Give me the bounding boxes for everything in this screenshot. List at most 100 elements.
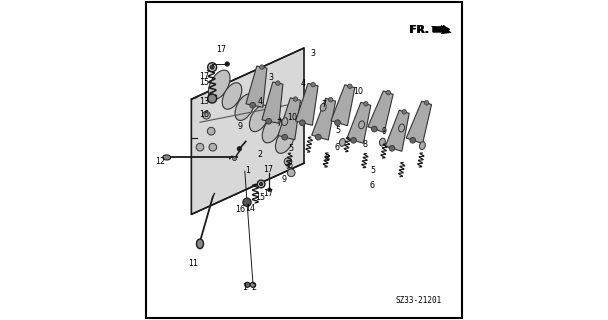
Text: 10: 10 <box>353 87 364 96</box>
Circle shape <box>209 143 216 151</box>
Text: 15: 15 <box>199 78 209 87</box>
Text: 13: 13 <box>199 97 209 106</box>
Circle shape <box>371 126 377 132</box>
Text: 2: 2 <box>258 150 263 159</box>
Circle shape <box>402 109 407 114</box>
Circle shape <box>207 127 215 135</box>
Circle shape <box>250 102 255 108</box>
Circle shape <box>260 65 264 69</box>
Text: 12: 12 <box>155 157 165 166</box>
Circle shape <box>208 94 216 103</box>
Circle shape <box>284 158 292 165</box>
Text: 10: 10 <box>287 113 297 122</box>
Ellipse shape <box>163 155 171 160</box>
Text: 16: 16 <box>199 110 209 119</box>
Circle shape <box>328 97 333 102</box>
Polygon shape <box>192 48 304 214</box>
Ellipse shape <box>320 103 326 111</box>
Circle shape <box>243 198 251 206</box>
Text: 3: 3 <box>310 49 315 58</box>
Circle shape <box>245 282 250 287</box>
Ellipse shape <box>359 121 365 129</box>
Ellipse shape <box>420 142 426 149</box>
Ellipse shape <box>379 138 385 146</box>
Text: 8: 8 <box>362 140 367 149</box>
Circle shape <box>386 90 390 95</box>
Polygon shape <box>262 82 283 124</box>
Ellipse shape <box>399 124 404 132</box>
Circle shape <box>237 147 241 151</box>
Text: 5: 5 <box>336 126 341 135</box>
Text: SZ33-21201: SZ33-21201 <box>395 296 441 305</box>
Text: 5: 5 <box>288 144 293 153</box>
Text: 16: 16 <box>236 205 246 214</box>
Polygon shape <box>278 98 300 140</box>
Text: 4: 4 <box>300 79 306 88</box>
Text: 17: 17 <box>216 45 226 54</box>
Text: 17: 17 <box>263 165 273 174</box>
Circle shape <box>250 282 255 287</box>
Text: 6: 6 <box>370 181 375 190</box>
Text: 11: 11 <box>188 259 198 268</box>
Text: 9: 9 <box>282 175 286 184</box>
Text: 4: 4 <box>257 97 262 106</box>
Text: 15: 15 <box>255 193 266 202</box>
Circle shape <box>410 137 416 143</box>
Ellipse shape <box>275 128 294 153</box>
Ellipse shape <box>282 118 288 125</box>
Text: FR.: FR. <box>409 25 428 36</box>
Circle shape <box>316 134 321 140</box>
Text: 5: 5 <box>370 166 375 175</box>
Text: 17: 17 <box>263 189 273 198</box>
Circle shape <box>334 120 340 125</box>
Polygon shape <box>368 91 393 132</box>
Ellipse shape <box>249 105 269 132</box>
Circle shape <box>351 137 356 143</box>
Polygon shape <box>431 26 451 34</box>
Text: 1: 1 <box>243 283 247 292</box>
Circle shape <box>288 169 295 177</box>
Text: 14: 14 <box>245 204 255 213</box>
Polygon shape <box>406 101 432 144</box>
Text: 7: 7 <box>277 119 282 128</box>
Ellipse shape <box>262 116 282 143</box>
Polygon shape <box>246 66 267 108</box>
Circle shape <box>311 83 316 87</box>
Polygon shape <box>295 84 318 125</box>
Circle shape <box>208 63 216 72</box>
Circle shape <box>364 101 368 106</box>
Polygon shape <box>312 98 336 140</box>
Ellipse shape <box>235 94 255 120</box>
Ellipse shape <box>196 239 204 249</box>
Polygon shape <box>433 26 449 33</box>
Circle shape <box>266 118 272 124</box>
Text: 6: 6 <box>288 161 292 170</box>
Text: 17: 17 <box>199 72 209 81</box>
Circle shape <box>275 81 280 85</box>
Text: 1: 1 <box>246 166 250 175</box>
Text: 7: 7 <box>322 100 326 109</box>
FancyBboxPatch shape <box>145 2 463 318</box>
Text: 3: 3 <box>268 73 273 82</box>
Text: 8: 8 <box>324 154 329 163</box>
Text: FR.: FR. <box>410 25 430 36</box>
Circle shape <box>225 62 229 66</box>
Circle shape <box>257 180 265 188</box>
Circle shape <box>282 134 288 140</box>
Text: 2: 2 <box>251 283 256 292</box>
Text: 6: 6 <box>334 143 339 152</box>
Ellipse shape <box>339 139 345 146</box>
Circle shape <box>196 143 204 151</box>
Circle shape <box>233 157 237 161</box>
Text: 9: 9 <box>381 127 387 136</box>
Ellipse shape <box>209 70 230 100</box>
Circle shape <box>300 120 305 126</box>
Ellipse shape <box>222 83 242 109</box>
Polygon shape <box>385 110 409 151</box>
Text: 9: 9 <box>238 122 243 131</box>
Circle shape <box>293 97 298 101</box>
Circle shape <box>268 188 271 192</box>
Circle shape <box>202 111 210 119</box>
Polygon shape <box>347 102 371 143</box>
Circle shape <box>260 182 263 186</box>
